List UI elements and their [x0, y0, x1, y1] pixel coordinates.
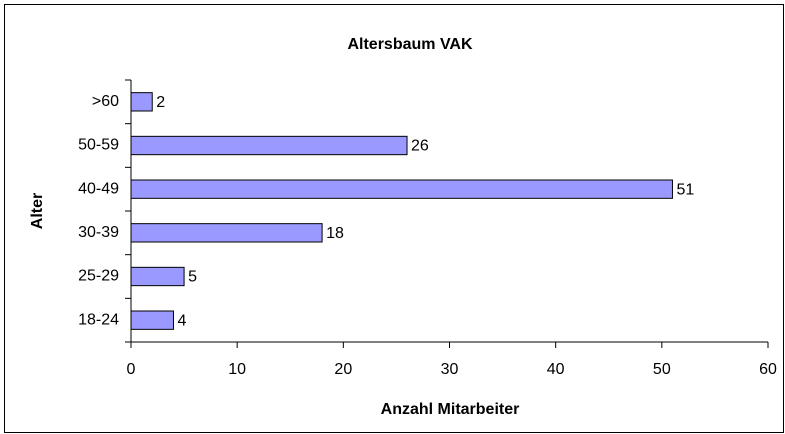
y-tick-label: 50-59 [78, 137, 119, 154]
data-label: 4 [177, 312, 186, 329]
x-tick-label: 40 [547, 361, 565, 378]
x-tick-label: 20 [334, 361, 352, 378]
x-tick-label: 50 [653, 361, 671, 378]
bar [130, 310, 174, 330]
data-label: 2 [156, 94, 165, 111]
y-tick-label: 25-29 [78, 268, 119, 285]
bar [130, 179, 673, 199]
chart-frame [4, 4, 784, 433]
x-tick-label: 0 [127, 361, 136, 378]
bar [130, 266, 185, 287]
data-label: 26 [411, 138, 429, 155]
bar [130, 92, 153, 112]
x-tick-label: 10 [228, 361, 246, 378]
data-label: 5 [188, 269, 197, 286]
bar [130, 135, 408, 156]
x-tick-label: 30 [441, 361, 459, 378]
y-tick-label: >60 [92, 93, 119, 110]
data-label: 18 [326, 225, 344, 242]
x-axis-label: Anzahl Mitarbeiter [381, 401, 520, 418]
chart-title: Altersbaum VAK [347, 36, 473, 53]
y-tick-label: 40-49 [78, 180, 119, 197]
y-axis-label: Alter [29, 193, 46, 229]
y-tick-label: 30-39 [78, 224, 119, 241]
bar [130, 223, 323, 243]
data-label: 51 [676, 181, 694, 198]
y-tick-label: 18-24 [78, 311, 119, 328]
x-tick-label: 60 [759, 361, 777, 378]
